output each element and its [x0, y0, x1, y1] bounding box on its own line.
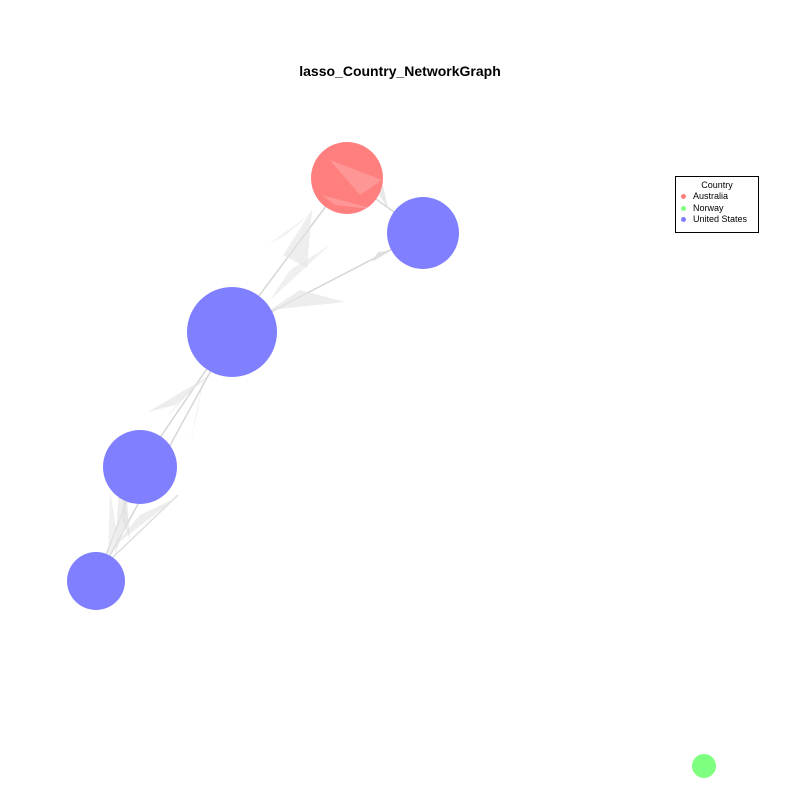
- edge-arrowhead: [268, 210, 316, 245]
- legend-label: Norway: [693, 202, 724, 213]
- legend-dot-united-states: [681, 217, 686, 222]
- nodes-layer: [67, 142, 716, 778]
- edge-arrowhead: [330, 160, 382, 195]
- edge-arrowhead: [270, 290, 345, 310]
- legend-item-australia: Australia: [676, 191, 758, 203]
- node-united-states[interactable]: [387, 197, 459, 269]
- edge-arrowhead: [190, 370, 205, 445]
- node-australia[interactable]: [311, 142, 383, 214]
- edges-layer: [95, 176, 424, 582]
- node-united-states[interactable]: [67, 552, 125, 610]
- legend-label: United States: [693, 214, 748, 224]
- edge-arrowhead: [115, 497, 178, 545]
- overlay-arrowheads: [322, 160, 382, 210]
- legend-title: Country: [701, 180, 733, 190]
- edge-arrowhead: [115, 470, 128, 555]
- graph-title: lasso_Country_NetworkGraph: [299, 63, 501, 79]
- legend-dot-australia: [681, 194, 686, 199]
- edge-arrowhead: [148, 375, 210, 412]
- edge-arrowhead: [108, 490, 118, 560]
- legend: Country Australia Norway United States: [675, 176, 759, 233]
- legend-item-united-states: United States: [676, 214, 758, 226]
- edge-arrowhead: [322, 195, 378, 210]
- node-norway[interactable]: [692, 754, 716, 778]
- edge-arrowhead: [372, 250, 392, 262]
- legend-dot-norway: [681, 205, 686, 211]
- legend-label: Australia: [693, 191, 729, 201]
- edge-arrowhead: [165, 380, 200, 420]
- legend-item-norway: Norway: [676, 203, 758, 215]
- edge-arrowhead: [270, 245, 330, 300]
- edge-arrowhead: [283, 210, 312, 268]
- node-united-states[interactable]: [103, 430, 177, 504]
- node-united-states[interactable]: [187, 287, 277, 377]
